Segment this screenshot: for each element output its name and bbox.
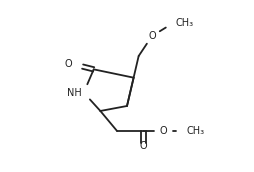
Text: O: O — [140, 141, 148, 151]
Text: O: O — [160, 126, 167, 136]
Text: CH₃: CH₃ — [175, 18, 193, 28]
Text: O: O — [148, 31, 156, 41]
Text: NH: NH — [67, 88, 82, 98]
Text: O: O — [65, 59, 72, 69]
Text: CH₃: CH₃ — [187, 126, 205, 136]
